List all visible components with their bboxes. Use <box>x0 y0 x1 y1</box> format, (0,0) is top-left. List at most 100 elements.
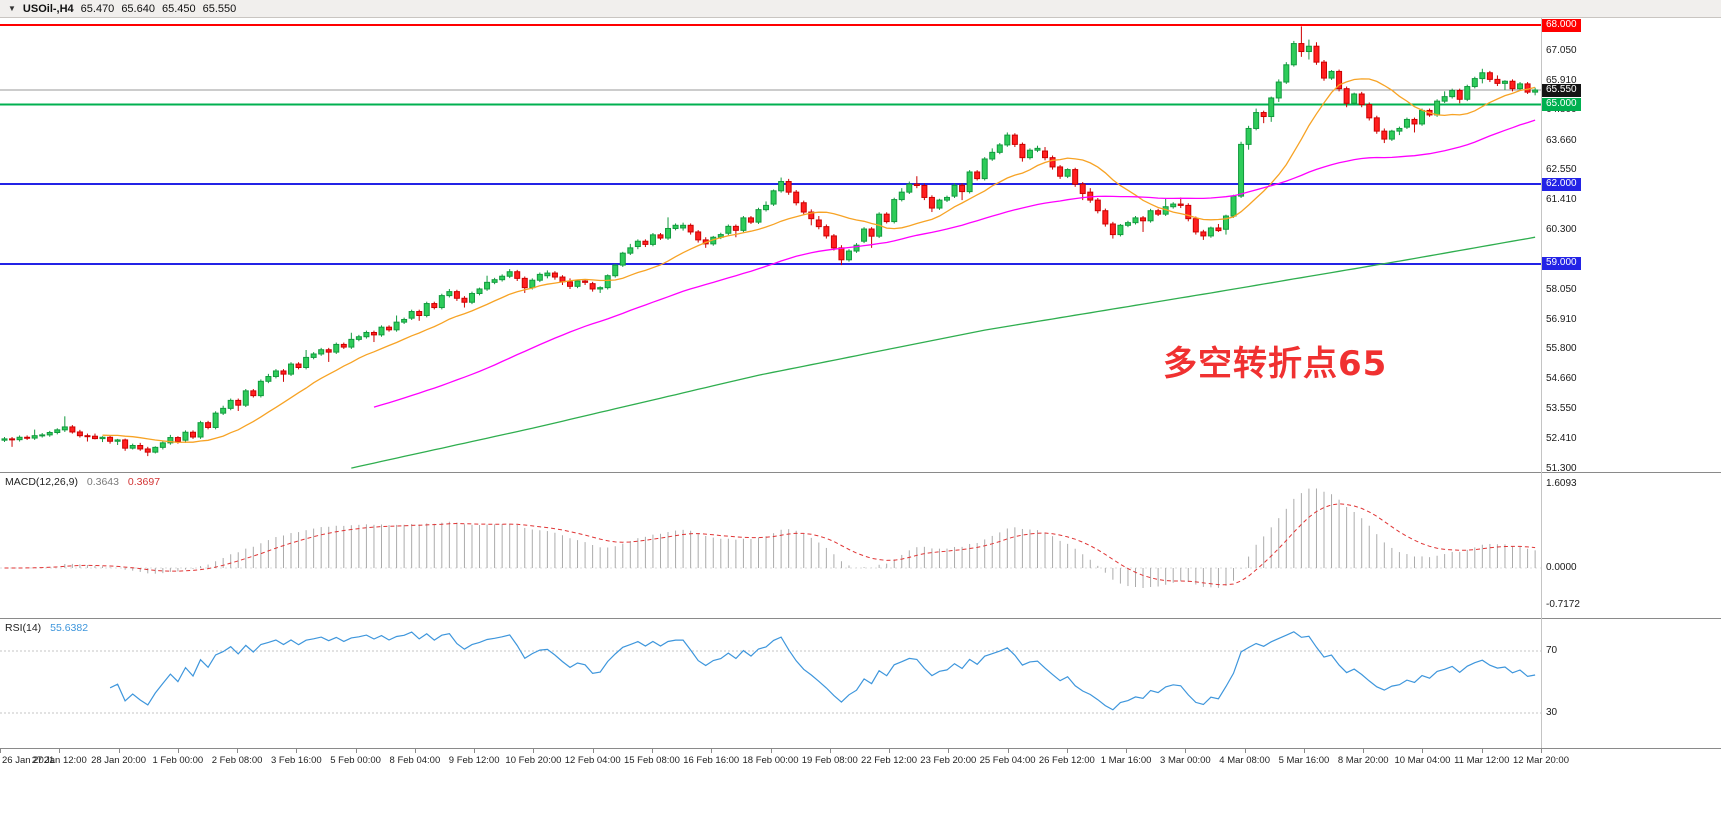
time-axis-tick <box>296 749 298 753</box>
time-axis-tick <box>1066 749 1068 753</box>
price-axis-border <box>1541 18 1542 748</box>
time-axis-tick <box>1185 749 1187 753</box>
time-axis-tick <box>1126 749 1128 753</box>
macd-name: MACD(12,26,9) <box>5 476 78 488</box>
macd-main-value: 0.3643 <box>86 476 119 488</box>
macd-axis-label: -0.7172 <box>1546 598 1580 610</box>
time-axis-tick <box>651 749 653 753</box>
time-axis-tick <box>59 749 61 753</box>
rsi-level-label: 30 <box>1546 706 1558 718</box>
time-axis-tick <box>592 749 594 753</box>
price-axis-badge: 68.000 <box>1542 18 1581 32</box>
time-axis-label: 5 Mar 16:00 <box>1278 755 1330 766</box>
symbol-timeframe-label: USOil-,H4 <box>22 2 74 15</box>
ohlc-close: 65.550 <box>202 2 237 15</box>
chart-marker-icon: ▼ <box>8 4 16 13</box>
time-axis-label: 9 Feb 12:00 <box>448 755 500 766</box>
time-axis-label: 25 Feb 04:00 <box>979 755 1036 766</box>
chart-header: ▼ USOil-,H4 65.470 65.640 65.450 65.550 <box>0 0 1721 18</box>
time-axis-tick <box>414 749 416 753</box>
price-axis-label: 52.410 <box>1546 433 1577 445</box>
time-axis-tick <box>829 749 831 753</box>
price-axis-label: 60.300 <box>1546 223 1577 235</box>
price-axis-badge: 65.000 <box>1542 98 1581 112</box>
time-axis-tick <box>889 749 891 753</box>
macd-axis-label: 1.6093 <box>1546 477 1577 489</box>
time-axis-label: 19 Feb 08:00 <box>801 755 858 766</box>
time-axis-tick <box>1481 749 1483 753</box>
time-axis-label: 28 Jan 20:00 <box>91 755 146 766</box>
rsi-level-label: 70 <box>1546 644 1558 656</box>
price-axis-label: 63.660 <box>1546 134 1577 146</box>
time-axis-tick <box>533 749 535 753</box>
time-axis[interactable]: 26 Jan 2021 27 Jan 12:00 28 Jan 20:00 1 Feb… <box>0 748 1721 773</box>
ohlc-low: 65.450 <box>161 2 196 15</box>
price-axis-label: 62.550 <box>1546 164 1577 176</box>
time-axis-tick <box>1422 749 1424 753</box>
rsi-value: 55.6382 <box>50 622 89 634</box>
price-axis-badge: 62.000 <box>1542 177 1581 191</box>
price-axis-label: 53.550 <box>1546 402 1577 414</box>
time-axis-label: 16 Feb 16:00 <box>683 755 740 766</box>
rsi-panel: RSI(14) 55.6382 <box>0 618 1721 748</box>
time-axis-label: 4 Mar 08:00 <box>1219 755 1270 766</box>
time-axis-label: 18 Feb 00:00 <box>742 755 799 766</box>
time-axis-tick <box>118 749 120 753</box>
time-axis-label: 1 Mar 16:00 <box>1100 755 1152 766</box>
price-chart-panel <box>0 18 1721 472</box>
ohlc-open: 65.470 <box>80 2 115 15</box>
price-axis-label: 54.660 <box>1546 373 1577 385</box>
macd-panel: MACD(12,26,9) 0.3643 0.3697 <box>0 472 1721 618</box>
time-axis-tick <box>1541 749 1542 753</box>
time-axis-tick <box>237 749 239 753</box>
time-axis-label: 10 Feb 20:00 <box>505 755 562 766</box>
price-axis-badge: 65.550 <box>1542 83 1581 97</box>
time-axis-label: 3 Mar 00:00 <box>1160 755 1211 766</box>
time-axis-tick <box>1007 749 1009 753</box>
time-axis-label: 10 Mar 04:00 <box>1394 755 1451 766</box>
ohlc-high: 65.640 <box>121 2 155 15</box>
rsi-name: RSI(14) <box>5 622 42 634</box>
price-axis-label: 65.910 <box>1546 74 1577 86</box>
time-axis-label: 23 Feb 20:00 <box>920 755 977 766</box>
time-axis-label: 15 Feb 08:00 <box>623 755 680 766</box>
price-axis-label: 51.300 <box>1546 462 1577 474</box>
price-axis-label: 61.410 <box>1546 194 1577 206</box>
price-axis-label: 58.050 <box>1546 283 1577 295</box>
macd-canvas[interactable] <box>0 473 1541 618</box>
time-axis-label: 27 Jan 12:00 <box>31 755 87 766</box>
time-axis-label: 26 Jan 2021 <box>2 755 55 766</box>
time-axis-tick <box>474 749 476 753</box>
time-axis-tick <box>0 749 1 753</box>
time-axis-label: 8 Mar 20:00 <box>1337 755 1389 766</box>
rsi-label: RSI(14) 55.6382 <box>5 622 88 634</box>
price-axis-label: 67.050 <box>1546 44 1577 56</box>
time-axis-label: 8 Feb 04:00 <box>389 755 441 766</box>
time-axis-tick <box>177 749 179 753</box>
time-axis-tick <box>770 749 772 753</box>
time-axis-label: 12 Feb 04:00 <box>564 755 621 766</box>
time-axis-label: 11 Mar 12:00 <box>1454 755 1510 766</box>
price-chart-canvas[interactable] <box>0 18 1541 472</box>
time-axis-tick <box>355 749 357 753</box>
time-axis-label: 1 Feb 00:00 <box>152 755 204 766</box>
time-axis-label: 5 Feb 00:00 <box>330 755 381 766</box>
price-axis-label: 55.800 <box>1546 343 1577 355</box>
rsi-canvas[interactable] <box>0 619 1541 748</box>
time-axis-tick <box>1363 749 1365 753</box>
chart-annotation: 多空转折点65 <box>1163 344 1388 384</box>
time-axis-label: 2 Feb 08:00 <box>211 755 263 766</box>
time-axis-label: 12 Mar 20:00 <box>1513 755 1569 766</box>
time-axis-label: 3 Feb 16:00 <box>270 755 322 766</box>
time-axis-tick <box>1244 749 1246 753</box>
macd-signal-value: 0.3697 <box>127 476 161 488</box>
price-axis-label: 56.910 <box>1546 313 1577 325</box>
time-axis-label: 22 Feb 12:00 <box>861 755 918 766</box>
time-axis-label: 26 Feb 12:00 <box>1038 755 1095 766</box>
time-axis-tick <box>1303 749 1305 753</box>
price-axis-badge: 59.000 <box>1542 257 1581 271</box>
time-axis-tick <box>948 749 950 753</box>
macd-axis-label: 0.0000 <box>1546 561 1577 573</box>
time-axis-tick <box>711 749 713 753</box>
